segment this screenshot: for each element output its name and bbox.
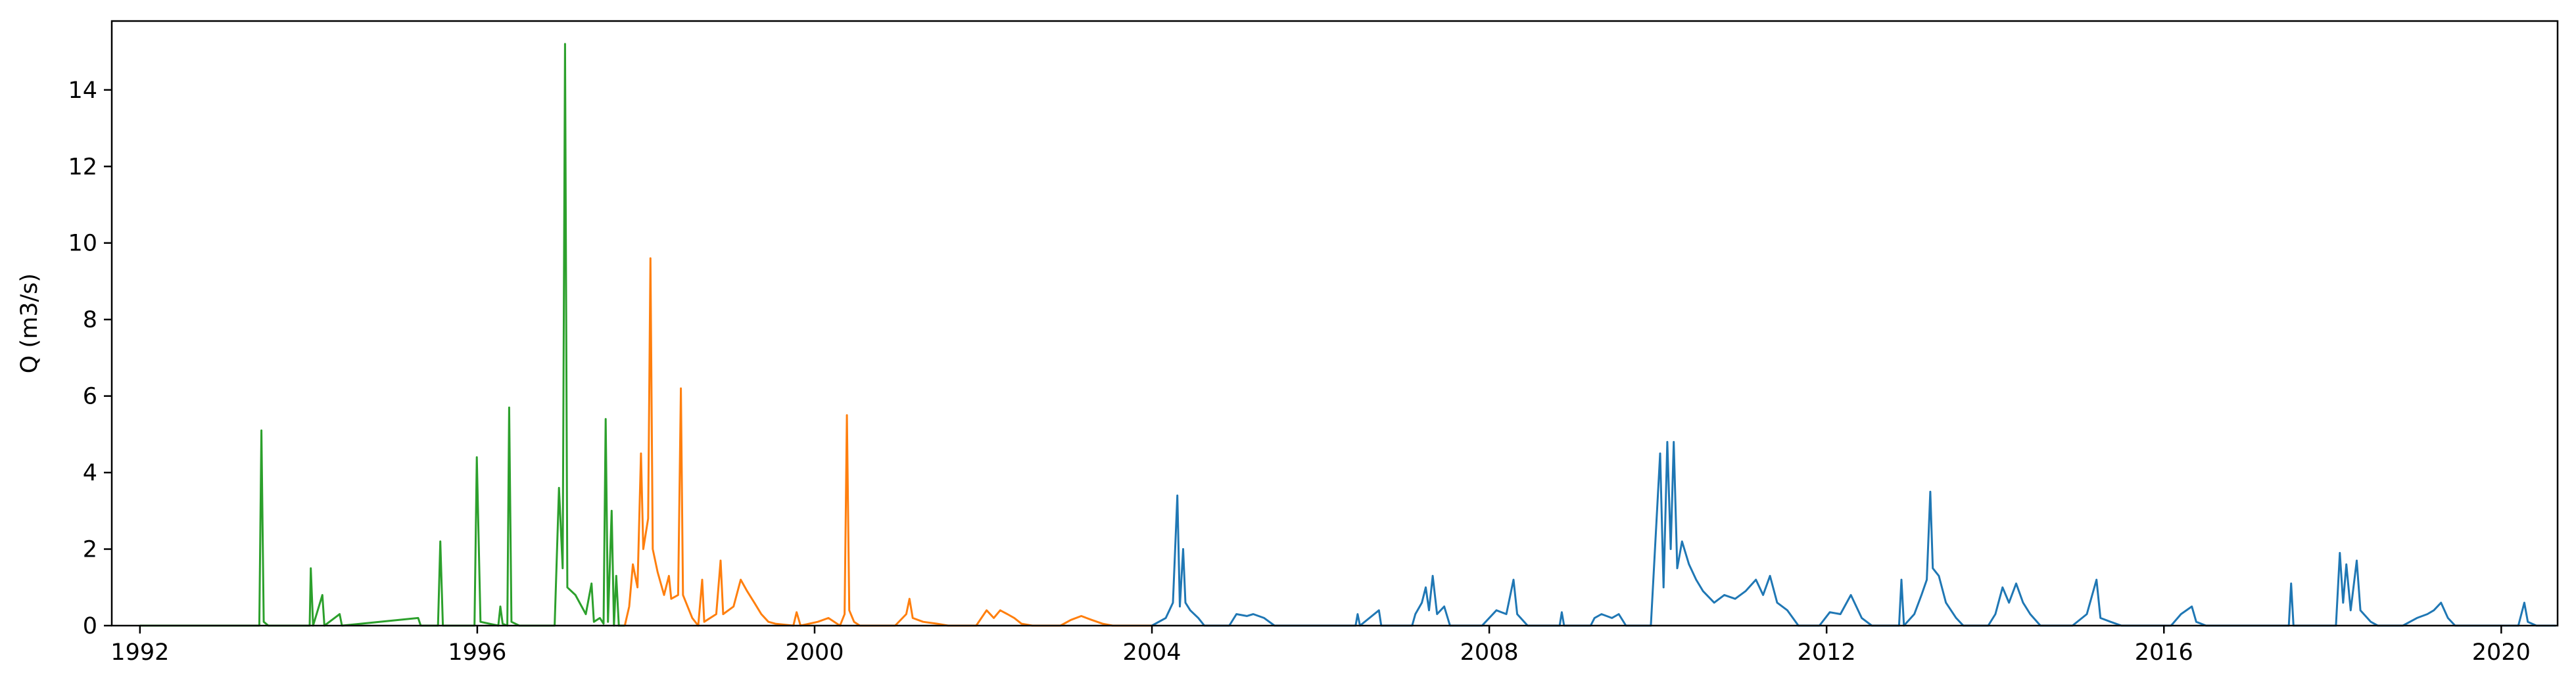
series-layer — [139, 43, 2556, 627]
y-tick-label: 6 — [83, 384, 97, 410]
series-line-2 — [623, 257, 1152, 627]
x-tick-label: 2004 — [1123, 639, 1181, 666]
x-tick-label: 2012 — [1798, 639, 1856, 666]
x-tick-label: 2008 — [1460, 639, 1519, 666]
y-tick-label: 0 — [83, 613, 97, 639]
series-line-3 — [1151, 441, 2556, 627]
x-axis: 1992 1996 2000 2004 2008 2012 2016 2020 — [110, 626, 2531, 666]
x-tick-label: 1992 — [110, 639, 169, 666]
plot-frame — [110, 20, 2559, 627]
y-tick-label: 2 — [83, 537, 97, 563]
y-tick-label: 10 — [68, 231, 97, 257]
y-tick-label: 12 — [68, 154, 97, 180]
x-tick-label: 2020 — [2472, 639, 2531, 666]
y-axis-label: Q (m3/s) — [16, 273, 43, 373]
series-line-1 — [139, 43, 625, 627]
x-tick-label: 1996 — [448, 639, 506, 666]
y-tick-label: 8 — [83, 307, 97, 333]
x-tick-label: 2016 — [2135, 639, 2193, 666]
y-tick-label: 4 — [83, 460, 97, 486]
x-tick-label: 2000 — [785, 639, 844, 666]
y-axis: 0 2 4 6 8 10 12 14 — [68, 78, 112, 639]
y-tick-label: 14 — [68, 78, 97, 104]
